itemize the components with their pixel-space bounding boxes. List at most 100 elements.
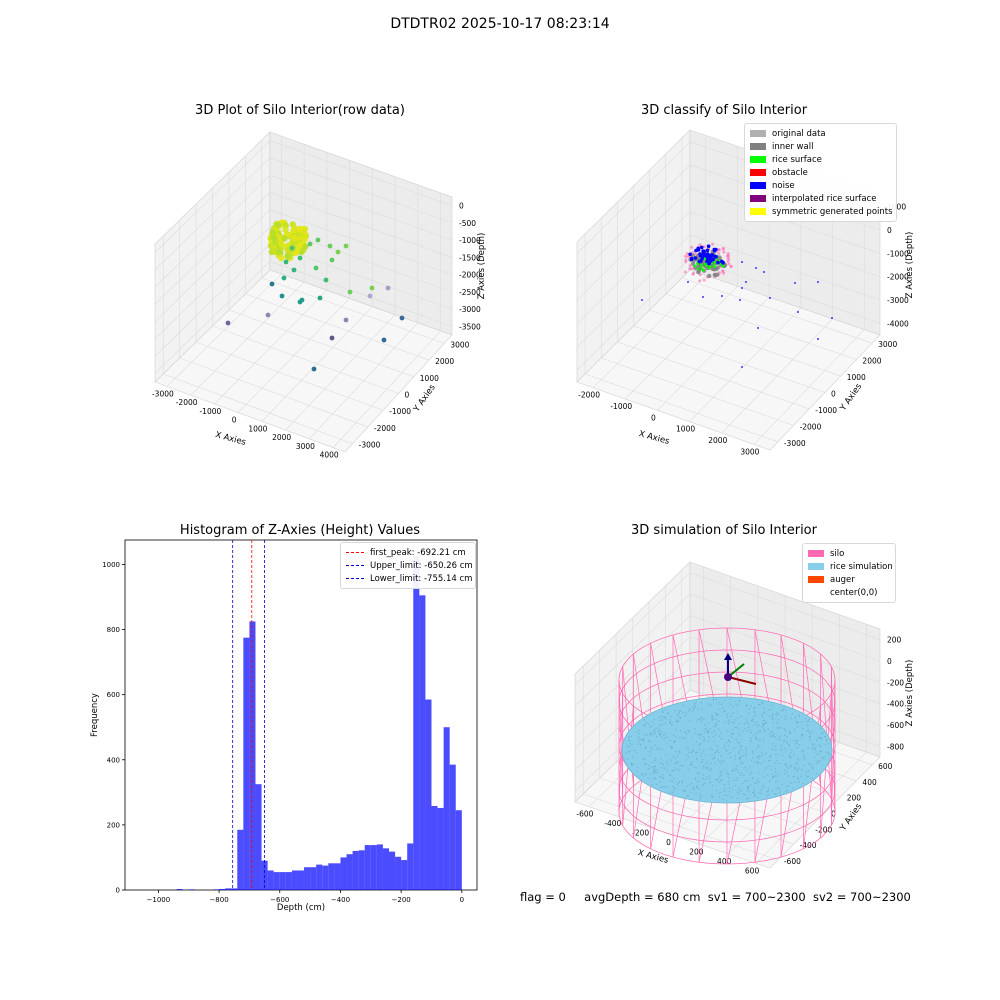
data-point <box>367 293 373 299</box>
data-point <box>289 245 295 251</box>
legend-item: Upper_limit: -650.26 cm <box>346 559 473 572</box>
data-point <box>311 366 317 372</box>
x-tick-label: -2000 <box>176 398 198 407</box>
legend-item: noise <box>750 179 891 192</box>
data-point <box>343 317 349 323</box>
grid-line <box>228 309 414 378</box>
data-point <box>381 337 387 343</box>
grid-line <box>154 157 453 271</box>
data-point <box>291 234 298 242</box>
x-tick-label: -3000 <box>152 389 174 398</box>
legend-swatch <box>750 130 766 137</box>
legend-line-swatch <box>346 565 364 566</box>
data-point <box>281 235 288 242</box>
figure-title: DTDTR02 2025-10-17 08:23:14 <box>390 16 610 32</box>
legend-label: obstacle <box>772 167 808 178</box>
z-tick-label: -1500 <box>459 253 481 262</box>
footer-status: flag = 0 avgDepth = 680 cm sv1 = 700~230… <box>520 890 911 904</box>
legend-item: rice simulation <box>808 560 893 573</box>
grid-line <box>154 140 453 253</box>
legend-label: auger <box>830 574 855 585</box>
grid-line <box>154 174 453 288</box>
plot4-legend: silo rice simulation auger center(0,0) <box>802 543 896 603</box>
data-point <box>329 335 335 341</box>
data-point <box>278 254 285 262</box>
flag-text: flag = 0 <box>520 890 566 904</box>
legend-item: inner wall <box>750 140 891 153</box>
legend-item: original data <box>750 127 891 140</box>
z-tick-label: 0 <box>459 202 464 211</box>
legend-label: inner wall <box>772 141 814 152</box>
z-tick-label: -1000 <box>459 236 481 245</box>
data-point <box>307 241 313 247</box>
z-tick-label: -500 <box>459 219 476 228</box>
legend-label: Lower_limit: -755.14 cm <box>370 573 473 584</box>
legend-swatch <box>808 589 824 596</box>
legend-swatch <box>750 208 766 215</box>
grid-line <box>163 373 353 444</box>
plot2-legend: original data inner wall rice surface obsta… <box>744 123 897 222</box>
z-tick-label: -3500 <box>459 322 481 331</box>
grid-line <box>154 226 453 340</box>
legend-label: original data <box>772 128 826 139</box>
sv1-text: sv1 = 700~2300 <box>707 890 806 904</box>
legend-line-swatch <box>346 552 364 553</box>
data-point <box>291 225 298 232</box>
grid-line <box>245 293 430 361</box>
data-point <box>275 221 282 228</box>
x-tick-label: 1000 <box>248 424 267 433</box>
data-point <box>301 225 309 233</box>
y-tick-label: -1000 <box>389 407 411 416</box>
data-point <box>281 275 287 281</box>
data-point <box>369 285 375 291</box>
grid-line <box>154 192 453 305</box>
data-point <box>297 299 303 305</box>
data-point <box>347 289 353 295</box>
y-tick-label: 2000 <box>435 357 454 366</box>
legend-line-swatch <box>346 578 364 579</box>
z-tick-label: -2000 <box>459 271 481 280</box>
legend-swatch <box>750 169 766 176</box>
legend-label: interpolated rice surface <box>772 193 877 204</box>
y-tick-label: -3000 <box>359 441 381 450</box>
legend-item: silo <box>808 547 890 560</box>
legend-label: silo <box>830 548 845 559</box>
grid-line <box>195 341 384 411</box>
grid-line <box>179 357 369 428</box>
grid-line <box>261 277 445 344</box>
data-point <box>291 267 297 273</box>
data-point <box>265 312 271 318</box>
z-tick-label: -2500 <box>459 288 481 297</box>
x-tick-label: -1000 <box>199 407 221 416</box>
data-point <box>323 277 329 283</box>
data-point <box>329 257 335 263</box>
data-point <box>278 241 285 248</box>
legend-label: Upper_limit: -650.26 cm <box>370 560 473 571</box>
data-point <box>335 249 341 255</box>
y-tick-label: 0 <box>405 391 410 400</box>
x-tick-label: 2000 <box>272 433 291 442</box>
legend-swatch <box>750 182 766 189</box>
data-point <box>317 295 323 301</box>
x-axis-label: X Axies <box>214 430 247 448</box>
data-point <box>270 247 277 255</box>
data-point <box>297 255 303 261</box>
data-point <box>327 243 333 249</box>
data-point <box>282 226 289 233</box>
plot2-title: 3D classify of Silo Interior <box>640 103 808 118</box>
data-point <box>385 285 391 291</box>
data-point <box>315 237 321 243</box>
grid-line <box>154 209 453 322</box>
x-tick-label: 4000 <box>320 451 339 460</box>
legend-swatch <box>750 143 766 150</box>
x-tick-label: 3000 <box>296 442 315 451</box>
data-point <box>284 253 291 260</box>
legend-swatch <box>808 576 824 583</box>
legend-item: center(0,0) <box>808 586 890 599</box>
legend-label: rice surface <box>772 154 822 165</box>
plot4-title: 3D simulation of Silo Interior <box>631 523 817 538</box>
legend-swatch <box>808 550 824 557</box>
legend-item: rice surface <box>750 153 891 166</box>
legend-swatch <box>750 156 766 163</box>
data-point <box>284 247 292 254</box>
